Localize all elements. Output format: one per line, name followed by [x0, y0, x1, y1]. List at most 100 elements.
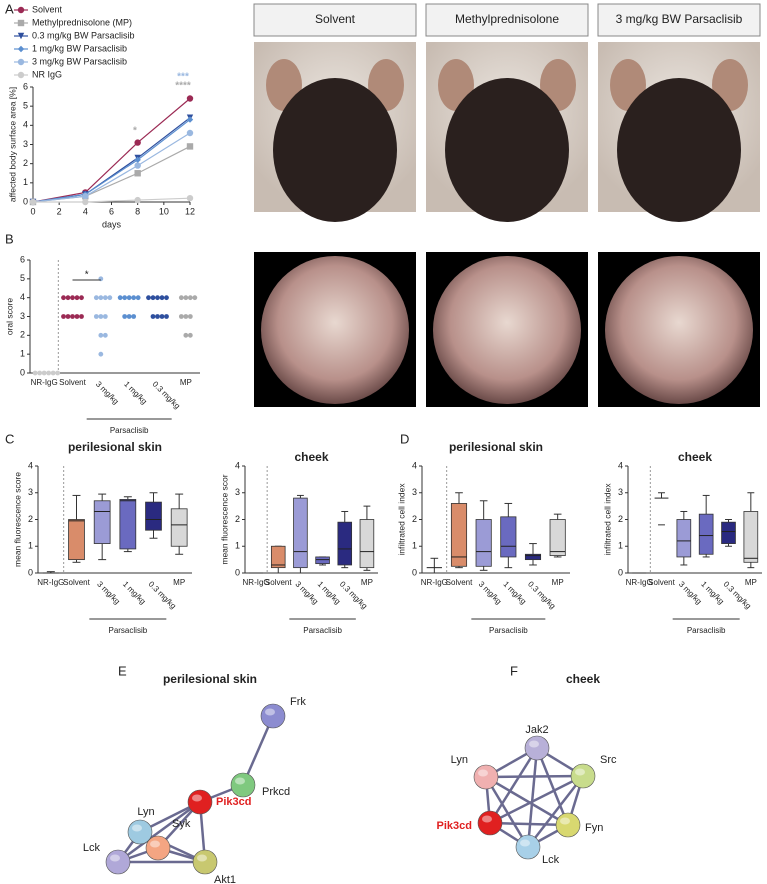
- data-point: [65, 295, 71, 301]
- node-label: Lyn: [137, 806, 154, 818]
- node-highlight: [197, 854, 207, 862]
- node-highlight: [482, 815, 492, 823]
- x-tick-label: Solvent: [648, 578, 675, 587]
- data-point: [135, 295, 141, 301]
- y-tick-label: 1: [20, 349, 25, 359]
- node-label: Akt1: [214, 874, 236, 884]
- marker: [186, 95, 194, 102]
- marker: [186, 116, 194, 123]
- mouse-head: [273, 78, 397, 222]
- photo-header: Solvent: [315, 12, 356, 26]
- y-axis-label: mean fluorescence score: [12, 472, 22, 567]
- network-edge: [526, 747, 539, 848]
- x-tick-label: 3 mg/kg: [95, 580, 121, 606]
- y-tick-label: 4: [235, 460, 240, 470]
- endoscopy-view: [605, 256, 753, 404]
- node-label: Lyn: [451, 754, 468, 766]
- y-tick-label: 6: [23, 81, 28, 91]
- node-highlight: [150, 840, 160, 848]
- data-point: [98, 351, 104, 357]
- y-tick-label: 1: [235, 541, 240, 551]
- y-axis-label: infiltrated cell index: [602, 483, 612, 556]
- box: [145, 501, 162, 531]
- y-tick-label: 2: [20, 330, 25, 340]
- data-point: [187, 332, 193, 338]
- box: [170, 508, 188, 547]
- data-point: [192, 295, 198, 301]
- node-highlight: [560, 817, 570, 825]
- series-line: [32, 117, 191, 203]
- y-tick-label: 4: [28, 460, 33, 470]
- marker: [186, 129, 194, 137]
- box: [315, 556, 330, 565]
- node-label: Prkcd: [262, 786, 290, 798]
- marker: [134, 156, 141, 164]
- y-tick-label: 5: [20, 273, 25, 283]
- marker: [17, 45, 25, 53]
- legend-label: 3 mg/kg BW Parsaclisib: [32, 56, 127, 66]
- x-tick-label: MP: [173, 578, 185, 587]
- marker: [186, 194, 194, 202]
- network-node: [555, 812, 581, 838]
- x-tick-label: 3 mg/kg: [477, 580, 503, 606]
- y-tick-label: 4: [23, 120, 28, 130]
- marker: [17, 19, 25, 27]
- data-point: [70, 295, 75, 301]
- node-highlight: [192, 794, 202, 802]
- box: [68, 519, 85, 561]
- data-point: [183, 295, 189, 301]
- marker: [82, 198, 89, 206]
- data-point: [37, 370, 43, 376]
- x-tick-label: 1 mg/kg: [501, 580, 527, 606]
- x-tick-label: 1 mg/kg: [316, 580, 342, 606]
- endoscopy-view: [261, 256, 409, 404]
- x-tick-label: MP: [180, 378, 192, 387]
- y-axis-label: mean fluorescence scor: [219, 474, 229, 564]
- network-node: [477, 810, 503, 836]
- data-point: [102, 314, 108, 319]
- photo-header: 3 mg/kg BW Parsaclisib: [616, 12, 743, 26]
- box: [524, 553, 542, 561]
- y-tick-label: 3: [618, 487, 623, 497]
- x-tick-label: 12: [185, 206, 195, 216]
- data-point: [131, 295, 137, 301]
- box: [549, 519, 566, 557]
- y-tick-label: 4: [412, 460, 417, 470]
- chart-title: perilesional skin: [68, 440, 162, 454]
- x-tick-label: 3 mg/kg: [677, 580, 703, 606]
- box: [698, 513, 714, 555]
- chart-title: cheek: [294, 450, 328, 464]
- network-edge: [535, 747, 570, 826]
- node-label: Frk: [290, 696, 306, 708]
- data-point: [32, 370, 38, 376]
- x-tick-label: 0: [30, 206, 35, 216]
- data-point: [187, 295, 193, 301]
- data-point: [98, 276, 104, 282]
- data-point: [79, 295, 84, 301]
- legend-label: NR IgG: [32, 69, 62, 79]
- panel-label: A: [5, 1, 14, 16]
- annotation: *: [133, 126, 137, 137]
- data-point: [122, 295, 128, 301]
- y-tick-label: 0: [28, 567, 33, 577]
- x-tick-label: MP: [552, 578, 564, 587]
- box: [93, 500, 111, 544]
- data-point: [164, 295, 169, 301]
- panel-label: E: [118, 663, 127, 678]
- y-tick-label: 2: [23, 158, 28, 168]
- marker: [134, 139, 141, 146]
- data-point: [150, 295, 156, 301]
- marker: [134, 162, 141, 169]
- group-label: Parsaclisib: [110, 426, 149, 435]
- node-highlight: [520, 839, 530, 847]
- x-tick-label: NR-IgG: [31, 378, 58, 387]
- y-axis-label: oral score: [4, 298, 14, 336]
- data-point: [93, 295, 99, 301]
- network-node: [524, 735, 550, 761]
- x-tick-label: 3 mg/kg: [94, 380, 120, 406]
- data-point: [155, 295, 160, 301]
- legend-label: 1 mg/kg BW Parsaclisib: [32, 43, 127, 53]
- box: [475, 519, 492, 567]
- node-label: Syk: [172, 818, 191, 830]
